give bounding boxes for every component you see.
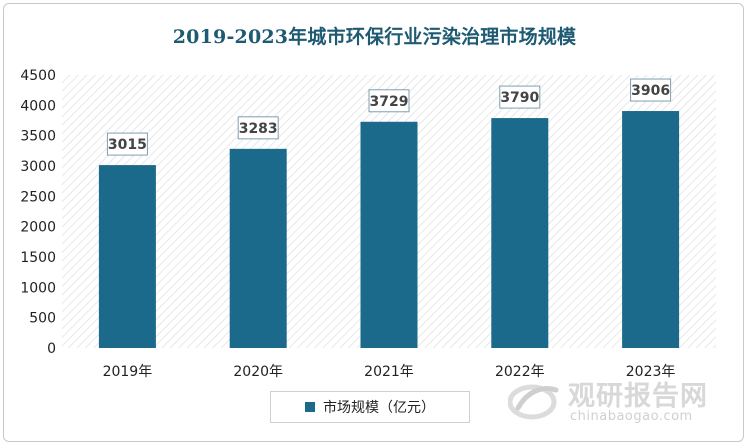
data-label: 3790 [500,90,539,106]
x-tick-label: 2021年 [364,364,414,380]
watermark: 观研报告网 chinabaogao.com [508,372,708,432]
y-tick-label: 3500 [20,129,56,145]
watermark-logo-icon [508,384,559,420]
bar [229,148,287,348]
bar [360,121,418,348]
data-label-box [630,78,672,102]
y-tick-label: 2000 [20,220,56,236]
x-tick-label: 2019年 [103,364,153,380]
x-tick-label: 2023年 [626,364,676,380]
legend: 市场规模（亿元） [270,391,470,423]
chart-title: 2019-2023年城市环保行业污染治理市场规模 [172,26,577,48]
y-tick-label: 3000 [20,159,56,175]
data-label: 3283 [239,121,278,137]
bar [98,165,156,348]
x-tick-label: 2020年 [233,364,283,380]
y-tick-label: 500 [29,311,56,327]
y-tick-label: 0 [47,341,56,357]
data-label-box [106,132,148,156]
y-tick-label: 2500 [20,189,56,205]
data-label: 3729 [370,94,409,110]
watermark-name: 观研报告网 [568,381,708,412]
legend-label: 市场规模（亿元） [323,400,435,416]
watermark-url: chinabaogao.com [570,409,693,424]
data-label-box [499,85,541,109]
data-label-box [368,89,410,113]
y-tick-label: 1500 [20,250,56,266]
y-tick-label: 4000 [20,98,56,114]
bar [491,118,549,348]
y-tick-label: 1000 [20,280,56,296]
x-tick-label: 2022年 [495,364,545,380]
data-label: 3906 [631,83,670,99]
data-label-box [237,116,279,140]
y-tick-label: 4500 [20,68,56,84]
data-label: 3015 [108,137,147,153]
legend-swatch [305,402,315,412]
bar [622,111,680,348]
